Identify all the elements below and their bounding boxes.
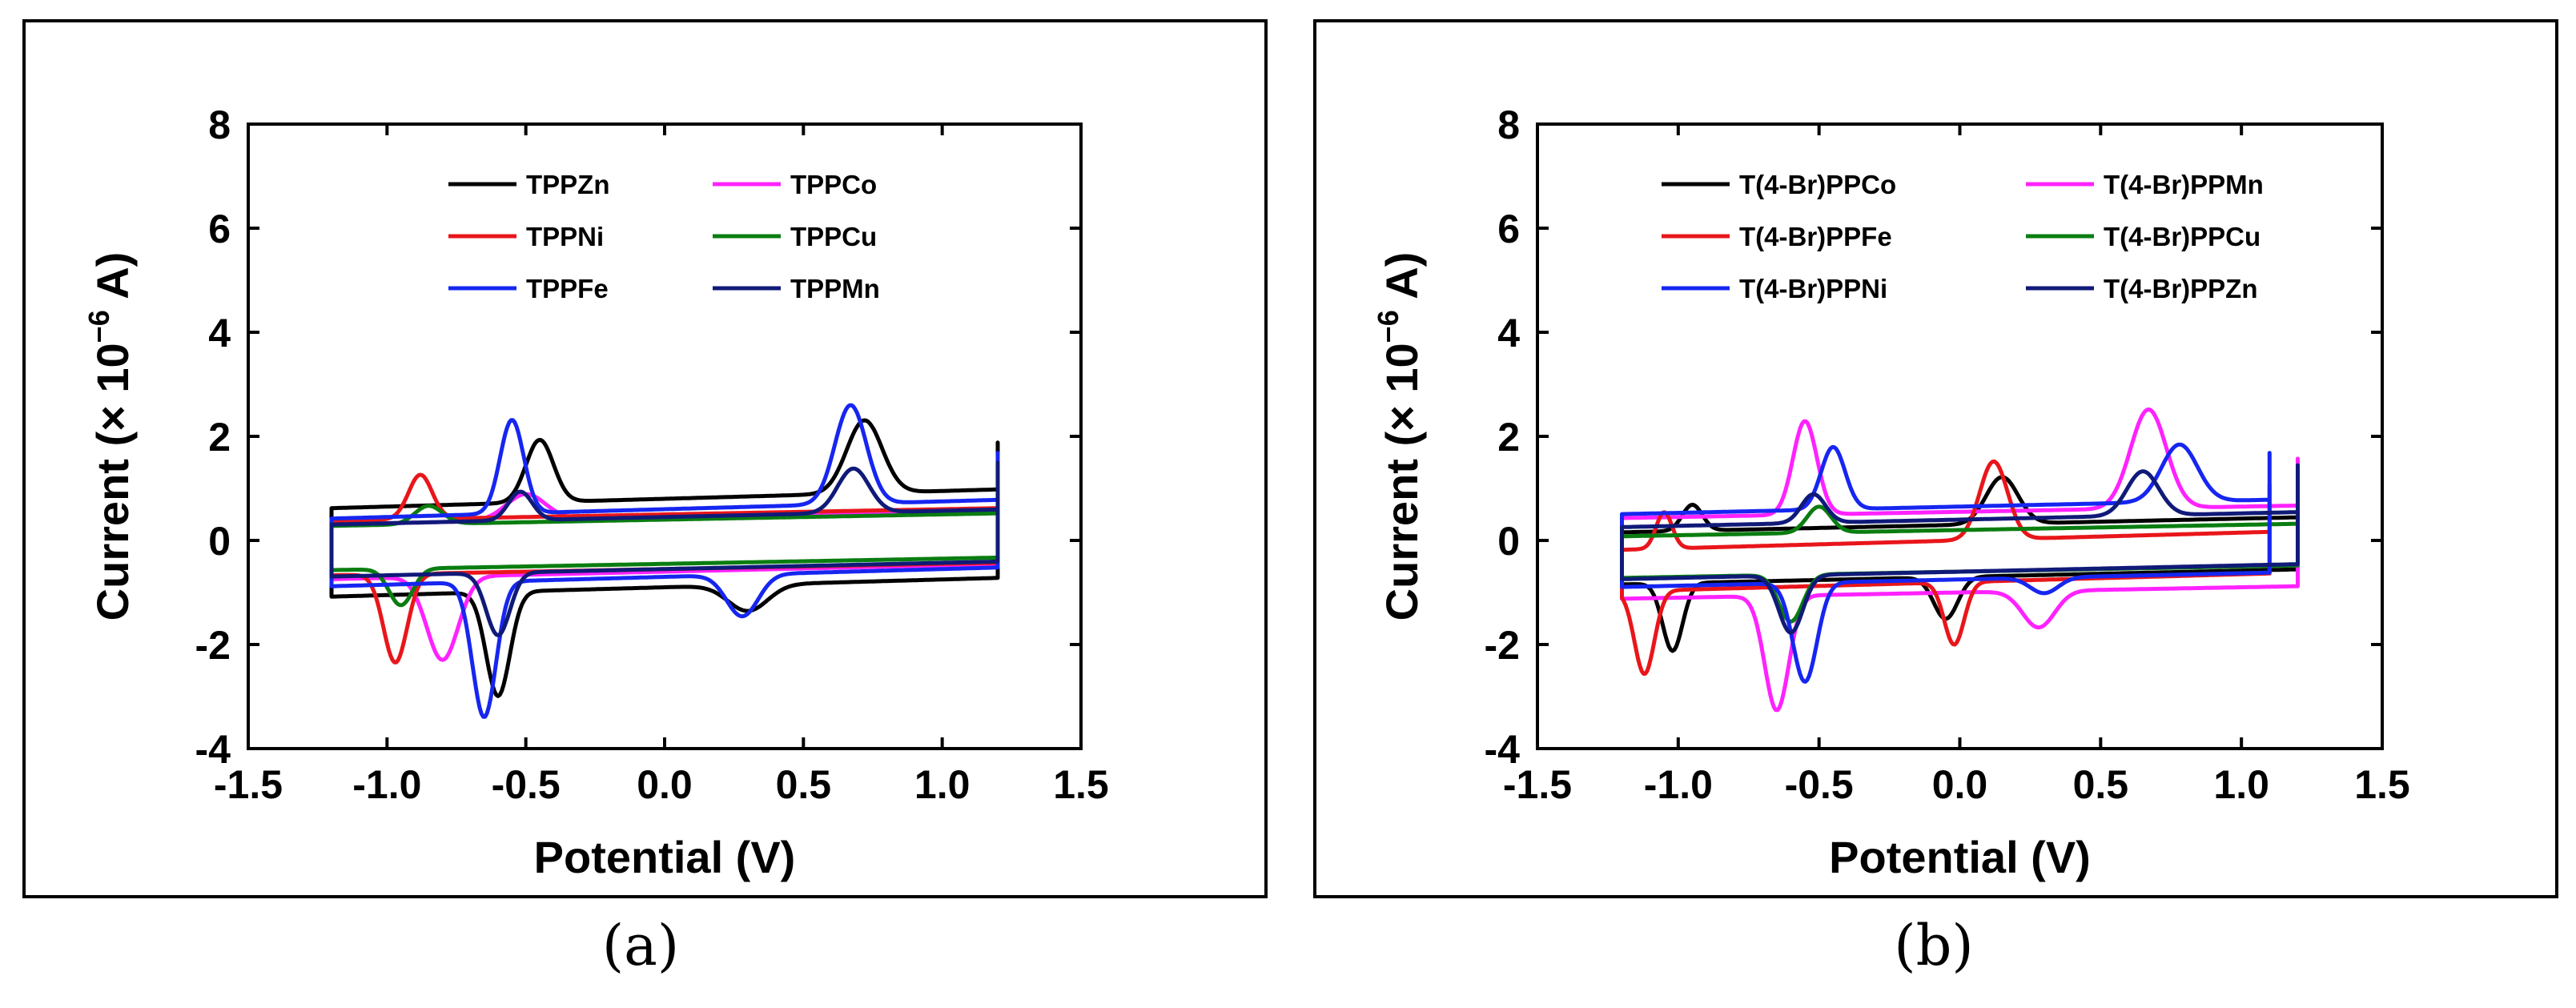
panel-a-frame bbox=[22, 19, 1268, 898]
x-tick-label: -1.0 bbox=[352, 762, 421, 807]
y-tick-label: 8 bbox=[208, 102, 231, 147]
x-tick-label: -1.0 bbox=[1644, 762, 1713, 807]
panel-b-frame bbox=[1313, 19, 2558, 898]
y-tick-label: 8 bbox=[1497, 102, 1520, 147]
legend-label: T(4-Br)PPCu bbox=[2104, 222, 2261, 251]
x-tick-label: 1.5 bbox=[1053, 762, 1109, 807]
legend-label: T(4-Br)PPZn bbox=[2104, 274, 2258, 303]
series-line-t-4-br-ppni bbox=[1620, 442, 2272, 684]
y-tick-label: -4 bbox=[1485, 727, 1521, 772]
x-tick-label: 0.0 bbox=[1932, 762, 1988, 807]
x-axis-title: Potential (V) bbox=[1829, 832, 2091, 882]
x-tick-label: 1.0 bbox=[914, 762, 971, 807]
legend-label: TPPCu bbox=[790, 222, 877, 251]
plot-area-frame bbox=[1536, 122, 2384, 750]
y-tick-label: 6 bbox=[208, 207, 231, 251]
legend-label: TPPCo bbox=[790, 170, 877, 199]
series-group bbox=[329, 403, 1000, 719]
y-tick-label: 2 bbox=[1497, 415, 1520, 460]
legend-label: TPPZn bbox=[526, 170, 610, 199]
legend-label: TPPMn bbox=[790, 274, 880, 303]
y-tick-label: 6 bbox=[1497, 207, 1520, 251]
y-tick-label: 4 bbox=[208, 311, 231, 355]
legend-label: T(4-Br)PPFe bbox=[1739, 222, 1892, 251]
x-tick-label: 1.0 bbox=[2213, 762, 2269, 807]
x-tick-label: 0.0 bbox=[637, 762, 693, 807]
x-tick-label: -1.5 bbox=[214, 762, 283, 807]
y-tick-label: -4 bbox=[195, 727, 231, 772]
legend-label: T(4-Br)PPMn bbox=[2104, 170, 2264, 199]
x-tick-label: 0.5 bbox=[776, 762, 832, 807]
series-group bbox=[1620, 408, 2300, 713]
y-tick-label: -2 bbox=[195, 623, 231, 668]
x-tick-label: -0.5 bbox=[492, 762, 561, 807]
x-tick-label: 0.5 bbox=[2073, 762, 2129, 807]
series-line-tppmn bbox=[329, 460, 1000, 637]
y-axis-title: Current (× 10−6 A) bbox=[1372, 252, 1427, 621]
y-axis-title: Current (× 10−6 A) bbox=[82, 252, 138, 621]
legend-label: T(4-Br)PPCo bbox=[1739, 170, 1896, 199]
panel-b-caption: (b) bbox=[1894, 913, 1974, 978]
y-tick-label: 2 bbox=[208, 415, 231, 460]
x-tick-label: 1.5 bbox=[2354, 762, 2410, 807]
x-tick-label: -0.5 bbox=[1785, 762, 1854, 807]
legend-label: TPPFe bbox=[526, 274, 609, 303]
x-tick-label: -1.5 bbox=[1503, 762, 1572, 807]
y-tick-label: 0 bbox=[1497, 519, 1520, 564]
x-axis-title: Potential (V) bbox=[534, 832, 796, 882]
panel-a-caption: (a) bbox=[601, 913, 680, 978]
y-tick-label: 4 bbox=[1497, 311, 1520, 355]
series-line-t-4-br-ppmn bbox=[1620, 408, 2300, 713]
legend-label: TPPNi bbox=[526, 222, 604, 251]
y-tick-label: 0 bbox=[208, 519, 231, 564]
series-line-t-4-br-ppco bbox=[1620, 468, 2300, 653]
y-tick-label: -2 bbox=[1485, 623, 1520, 668]
legend-label: T(4-Br)PPNi bbox=[1739, 274, 1887, 303]
series-line-t-4-br-ppzn bbox=[1620, 463, 2300, 635]
